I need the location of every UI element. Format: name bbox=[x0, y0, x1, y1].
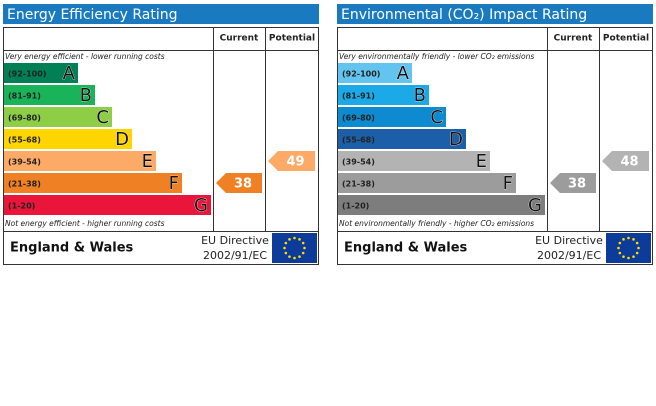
band-range: (1-20) bbox=[342, 202, 369, 211]
band-range: (55-68) bbox=[342, 136, 375, 145]
potential-rating: 49 bbox=[286, 155, 304, 170]
eu-star bbox=[288, 255, 291, 258]
rating-band bbox=[4, 173, 182, 193]
band-range: (55-68) bbox=[8, 136, 41, 145]
eu-star bbox=[301, 251, 305, 255]
rating-band bbox=[338, 85, 429, 105]
band-range: (21-38) bbox=[8, 180, 41, 189]
rating-band bbox=[4, 85, 95, 105]
eu-star bbox=[293, 236, 296, 240]
band-range: (21-38) bbox=[342, 180, 375, 189]
eu-star bbox=[637, 246, 640, 250]
band-letter: F bbox=[169, 173, 179, 194]
eu-star bbox=[284, 251, 288, 255]
band-letter: E bbox=[476, 151, 487, 172]
eu-star bbox=[284, 241, 288, 245]
title-bar bbox=[337, 4, 653, 24]
eu-star bbox=[632, 255, 635, 258]
band-range: (81-91) bbox=[342, 92, 375, 101]
directive: EU Directive bbox=[201, 234, 269, 247]
band-letter: A bbox=[397, 63, 410, 84]
band-range: (39-54) bbox=[342, 158, 375, 167]
rating-band bbox=[338, 195, 545, 215]
current-header: Current bbox=[220, 34, 259, 44]
current-arrow bbox=[216, 173, 262, 193]
band-range: (69-80) bbox=[342, 114, 375, 123]
top-note: Very environmentally friendly - lower CO… bbox=[339, 52, 534, 61]
directive: 2002/91/EC bbox=[203, 249, 267, 262]
rating-band bbox=[4, 63, 78, 83]
top-note: Very energy efficient - lower running co… bbox=[5, 52, 165, 61]
band-letter: C bbox=[96, 107, 109, 128]
current-rating: 38 bbox=[234, 177, 252, 192]
potential-arrow bbox=[268, 151, 315, 171]
eu-star bbox=[298, 238, 301, 241]
eu-star bbox=[635, 251, 639, 255]
band-letter: D bbox=[115, 129, 129, 150]
eu-star bbox=[627, 236, 630, 240]
eu-star bbox=[622, 238, 625, 241]
band-letter: G bbox=[194, 195, 208, 216]
band-letter: E bbox=[142, 151, 153, 172]
eu-star bbox=[617, 246, 620, 250]
eu-star bbox=[303, 246, 306, 250]
rating-band bbox=[338, 129, 466, 149]
eu-star bbox=[622, 255, 625, 258]
rating-band bbox=[4, 107, 112, 127]
panel-title: Environmental (CO₂) Impact Rating bbox=[341, 7, 587, 23]
region: England & Wales bbox=[10, 241, 134, 256]
band-range: (39-54) bbox=[8, 158, 41, 167]
band-letter: D bbox=[449, 129, 463, 150]
bottom-note: Not environmentally friendly - higher CO… bbox=[339, 219, 534, 228]
potential-arrow bbox=[602, 151, 649, 171]
rating-band bbox=[4, 129, 132, 149]
rating-band bbox=[338, 107, 446, 127]
potential-header: Potential bbox=[603, 34, 649, 44]
band-range: (1-20) bbox=[8, 202, 35, 211]
rating-band bbox=[4, 151, 156, 171]
potential-header: Potential bbox=[269, 34, 315, 44]
band-letter: A bbox=[63, 63, 76, 84]
frame bbox=[3, 27, 319, 265]
eu-star bbox=[618, 241, 622, 245]
eu-star bbox=[283, 246, 286, 250]
band-range: (81-91) bbox=[8, 92, 41, 101]
epc-panel: Environmental (CO₂) Impact Rating Current… bbox=[337, 4, 653, 265]
band-letter: G bbox=[528, 195, 542, 216]
potential-rating: 48 bbox=[620, 155, 638, 170]
directive: 2002/91/EC bbox=[537, 249, 601, 262]
eu-star bbox=[627, 256, 630, 260]
band-range: (69-80) bbox=[8, 114, 41, 123]
bottom-note: Not energy efficient - higher running co… bbox=[5, 219, 165, 228]
eu-star bbox=[293, 256, 296, 260]
band-letter: B bbox=[80, 85, 92, 106]
frame bbox=[337, 27, 653, 265]
title-bar bbox=[3, 4, 319, 24]
band-range: (92-100) bbox=[342, 70, 380, 79]
eu-star bbox=[301, 241, 305, 245]
band-letter: C bbox=[430, 107, 443, 128]
band-letter: F bbox=[503, 173, 513, 194]
band-range: (92-100) bbox=[8, 70, 46, 79]
current-arrow bbox=[550, 173, 596, 193]
panel-title: Energy Efficiency Rating bbox=[7, 7, 178, 23]
rating-band bbox=[338, 63, 412, 83]
band-letter: B bbox=[414, 85, 426, 106]
rating-band bbox=[338, 173, 516, 193]
current-rating: 38 bbox=[568, 177, 586, 192]
rating-band bbox=[338, 151, 490, 171]
eu-star bbox=[632, 238, 635, 241]
eu-star bbox=[635, 241, 639, 245]
region: England & Wales bbox=[344, 241, 468, 256]
eu-star bbox=[618, 251, 622, 255]
current-header: Current bbox=[554, 34, 593, 44]
directive: EU Directive bbox=[535, 234, 603, 247]
rating-band bbox=[4, 195, 211, 215]
eu-star bbox=[288, 238, 291, 241]
epc-panel: Energy Efficiency Rating Current Potential… bbox=[3, 4, 319, 265]
eu-star bbox=[298, 255, 301, 258]
